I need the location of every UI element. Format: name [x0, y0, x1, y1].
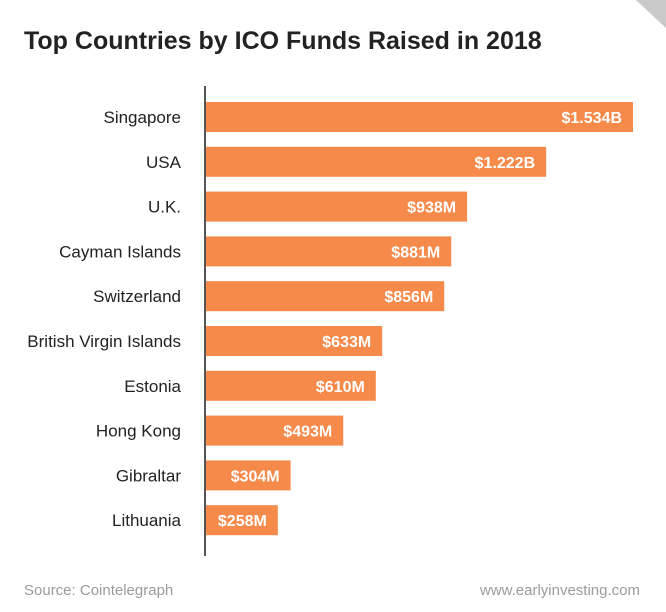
category-labels: Singapore USA U.K. Cayman Islands Switzerlan… — [27, 108, 181, 530]
bar-value-labels: $1.534B $1.222B $938M $881M $856M $633M $610M $… — [218, 110, 622, 530]
bar — [206, 326, 383, 356]
bar-value-label: $1.222B — [475, 155, 536, 172]
category-label: British Virgin Islands — [27, 332, 181, 351]
category-label: Switzerland — [93, 287, 181, 306]
bar — [206, 281, 445, 312]
bar-value-label: $633M — [322, 334, 371, 351]
category-label: U.K. — [148, 198, 181, 217]
bar-value-label: $1.534B — [562, 110, 623, 127]
bar — [206, 505, 278, 536]
bar-value-label: $938M — [407, 200, 456, 217]
category-label: Estonia — [124, 377, 181, 396]
bar-chart: Singapore USA U.K. Cayman Islands Switzerlan… — [27, 86, 633, 556]
website-link[interactable]: www.earlyinvesting.com — [479, 582, 640, 599]
bar — [206, 191, 468, 222]
category-label: Gibraltar — [116, 466, 182, 485]
corner-fold-icon — [636, 0, 666, 28]
category-label: Cayman Islands — [59, 242, 181, 261]
source-note: Source: Cointelegraph — [24, 582, 174, 599]
bar — [206, 460, 291, 491]
bar — [206, 236, 452, 267]
bar-value-label: $856M — [384, 289, 433, 306]
bar-value-label: $881M — [391, 244, 440, 261]
bar — [206, 102, 633, 132]
category-label: USA — [146, 153, 182, 172]
bar-value-label: $493M — [283, 424, 332, 441]
bars — [206, 102, 633, 536]
category-label: Hong Kong — [96, 422, 181, 441]
bar — [206, 415, 344, 446]
category-label: Singapore — [103, 108, 181, 127]
bar-value-label: $258M — [218, 513, 267, 530]
category-label: Lithuania — [112, 511, 182, 530]
chart-title: Top Countries by ICO Funds Raised in 201… — [24, 27, 542, 55]
bar-value-label: $610M — [316, 379, 365, 396]
bar — [206, 370, 376, 401]
bar-value-label: $304M — [231, 468, 280, 485]
bar — [206, 146, 547, 177]
